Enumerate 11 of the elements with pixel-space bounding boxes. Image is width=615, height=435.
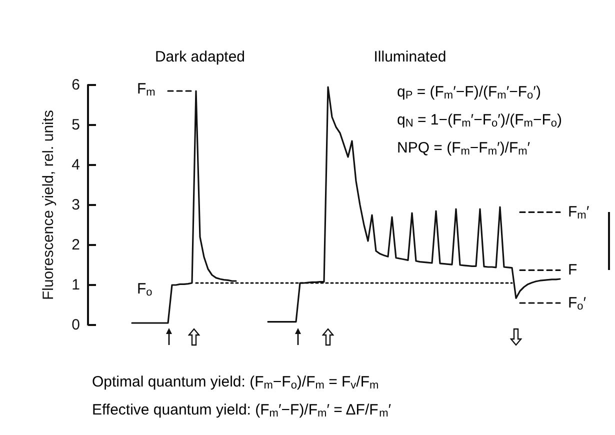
y-tick-label: 0	[72, 316, 80, 334]
y-tick-label: 6	[72, 76, 80, 94]
y-tick-label: 3	[72, 196, 80, 214]
y-axis-title: Fluorescence yield, rel. units	[40, 110, 57, 300]
y-tick-label: 1	[72, 276, 80, 294]
y-tick-label: 5	[72, 116, 80, 134]
text: F	[568, 262, 578, 278]
y-tick-label: 2	[72, 236, 80, 254]
y-tick-label: 4	[72, 156, 80, 174]
text: Dark adapted	[154, 48, 246, 66]
text: Illuminated	[374, 48, 446, 66]
